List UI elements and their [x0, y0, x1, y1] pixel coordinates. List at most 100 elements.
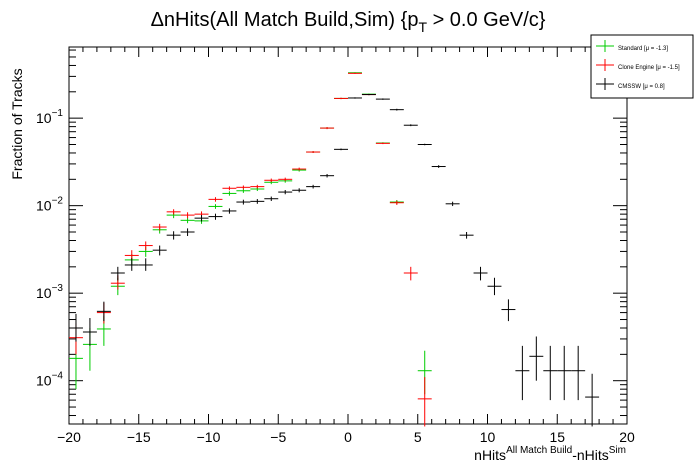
y-tick-base: 10	[36, 110, 52, 126]
data-point	[529, 336, 544, 381]
x-axis-label: nHitsAll Match Build-nHitsSim	[474, 445, 626, 463]
data-point	[585, 373, 600, 427]
data-point	[180, 228, 195, 237]
data-point	[306, 184, 321, 189]
data-point	[222, 191, 237, 196]
title-subscript: T	[418, 19, 427, 35]
data-point	[264, 196, 279, 202]
x-tick-label: 10	[480, 429, 496, 445]
data-point	[334, 97, 348, 100]
data-point	[375, 142, 390, 145]
y-tick-exponent: −1	[52, 108, 64, 119]
legend-entry-clone-engine: Clone Engine [μ = -1.5]	[596, 59, 680, 71]
y-tick-label: 10−2	[36, 196, 63, 214]
legend-entry-cmssw: CMSSW [μ = 0.8]	[596, 78, 665, 90]
data-point	[208, 204, 223, 209]
y-tick-base: 10	[36, 373, 52, 389]
data-point	[278, 189, 293, 195]
data-point	[264, 178, 279, 183]
x-tick-label: −10	[197, 429, 221, 445]
data-point	[152, 245, 167, 256]
x-label-sup-2: Sim	[609, 445, 626, 456]
y-tick-label: 10−3	[36, 283, 63, 301]
series-standard	[69, 72, 432, 395]
data-point	[236, 188, 251, 193]
data-point	[69, 313, 83, 342]
data-point	[208, 213, 223, 220]
data-point	[487, 277, 502, 296]
x-tick-label: 0	[344, 429, 352, 445]
y-tick-exponent: −4	[52, 371, 64, 382]
data-point	[278, 177, 293, 182]
data-point	[166, 231, 181, 240]
data-point	[348, 97, 362, 99]
x-tick-label: 20	[619, 429, 635, 445]
x-tick-label: −15	[127, 429, 151, 445]
data-point	[445, 201, 460, 207]
legend-label-standard: Standard [μ = -1.3]	[618, 46, 668, 52]
x-label-sup-1: All Match Build	[506, 445, 572, 456]
y-tick-label: 10−1	[36, 108, 63, 126]
data-point	[208, 197, 223, 202]
data-point	[375, 98, 390, 100]
legend-label-clone-engine: Clone Engine [μ = -1.5]	[618, 65, 680, 71]
data-point	[403, 266, 418, 281]
data-point	[82, 318, 97, 346]
x-tick-label: 5	[414, 429, 422, 445]
data-point	[459, 232, 474, 239]
data-point	[222, 186, 237, 191]
y-tick-exponent: −3	[52, 283, 64, 294]
y-axis: 10−410−310−210−1	[36, 49, 627, 417]
data-point	[389, 108, 404, 111]
data-point	[431, 165, 446, 168]
y-tick-base: 10	[36, 285, 52, 301]
data-point	[180, 217, 195, 224]
plot-frame	[68, 46, 628, 425]
data-point	[110, 266, 125, 281]
legend: Standard [μ = -1.3] Clone Engine [μ = -1…	[590, 34, 694, 99]
series-cmssw	[69, 93, 600, 427]
data-point	[250, 199, 265, 204]
y-axis-label: Fraction of Tracks	[9, 68, 25, 179]
data-point	[236, 199, 251, 205]
data-point	[194, 215, 209, 222]
data-point	[417, 377, 432, 427]
data-point	[320, 174, 335, 178]
x-axis: −20 −15 −10 −5 0 5 10 15 20	[57, 47, 635, 445]
y-tick-label: 10−4	[36, 371, 63, 389]
data-point	[292, 167, 307, 171]
data-point	[96, 301, 111, 322]
data-point	[557, 345, 572, 401]
legend-entry-standard: Standard [μ = -1.3]	[596, 40, 668, 52]
data-point	[320, 127, 335, 130]
data-point	[236, 185, 251, 190]
data-point	[222, 208, 237, 214]
data-point	[361, 93, 376, 96]
data-point	[250, 184, 265, 189]
data-point	[166, 209, 181, 215]
data-point	[501, 299, 516, 322]
data-point	[403, 124, 418, 127]
x-tick-label: −5	[270, 429, 286, 445]
data-point	[138, 241, 153, 251]
data-point	[571, 345, 586, 401]
data-point	[180, 212, 195, 219]
x-tick-label: 15	[549, 429, 565, 445]
data-point	[334, 148, 348, 151]
data-point	[152, 223, 167, 231]
data-point	[306, 151, 321, 153]
data-point	[292, 188, 307, 193]
y-tick-base: 10	[36, 198, 52, 214]
series-clone-engine	[69, 72, 432, 427]
data-point	[417, 143, 432, 146]
data-point	[515, 345, 530, 401]
title-tail: > 0.0 GeV/c}	[427, 9, 546, 31]
y-tick-exponent: −2	[52, 196, 64, 207]
data-point	[473, 266, 488, 281]
x-tick-label: −20	[57, 429, 81, 445]
chart-title: ΔnHits(All Match Build,Sim) {pT > 0.0 Ge…	[151, 9, 546, 35]
data-point	[124, 258, 139, 271]
data-point	[124, 250, 139, 260]
data-point	[348, 72, 362, 74]
